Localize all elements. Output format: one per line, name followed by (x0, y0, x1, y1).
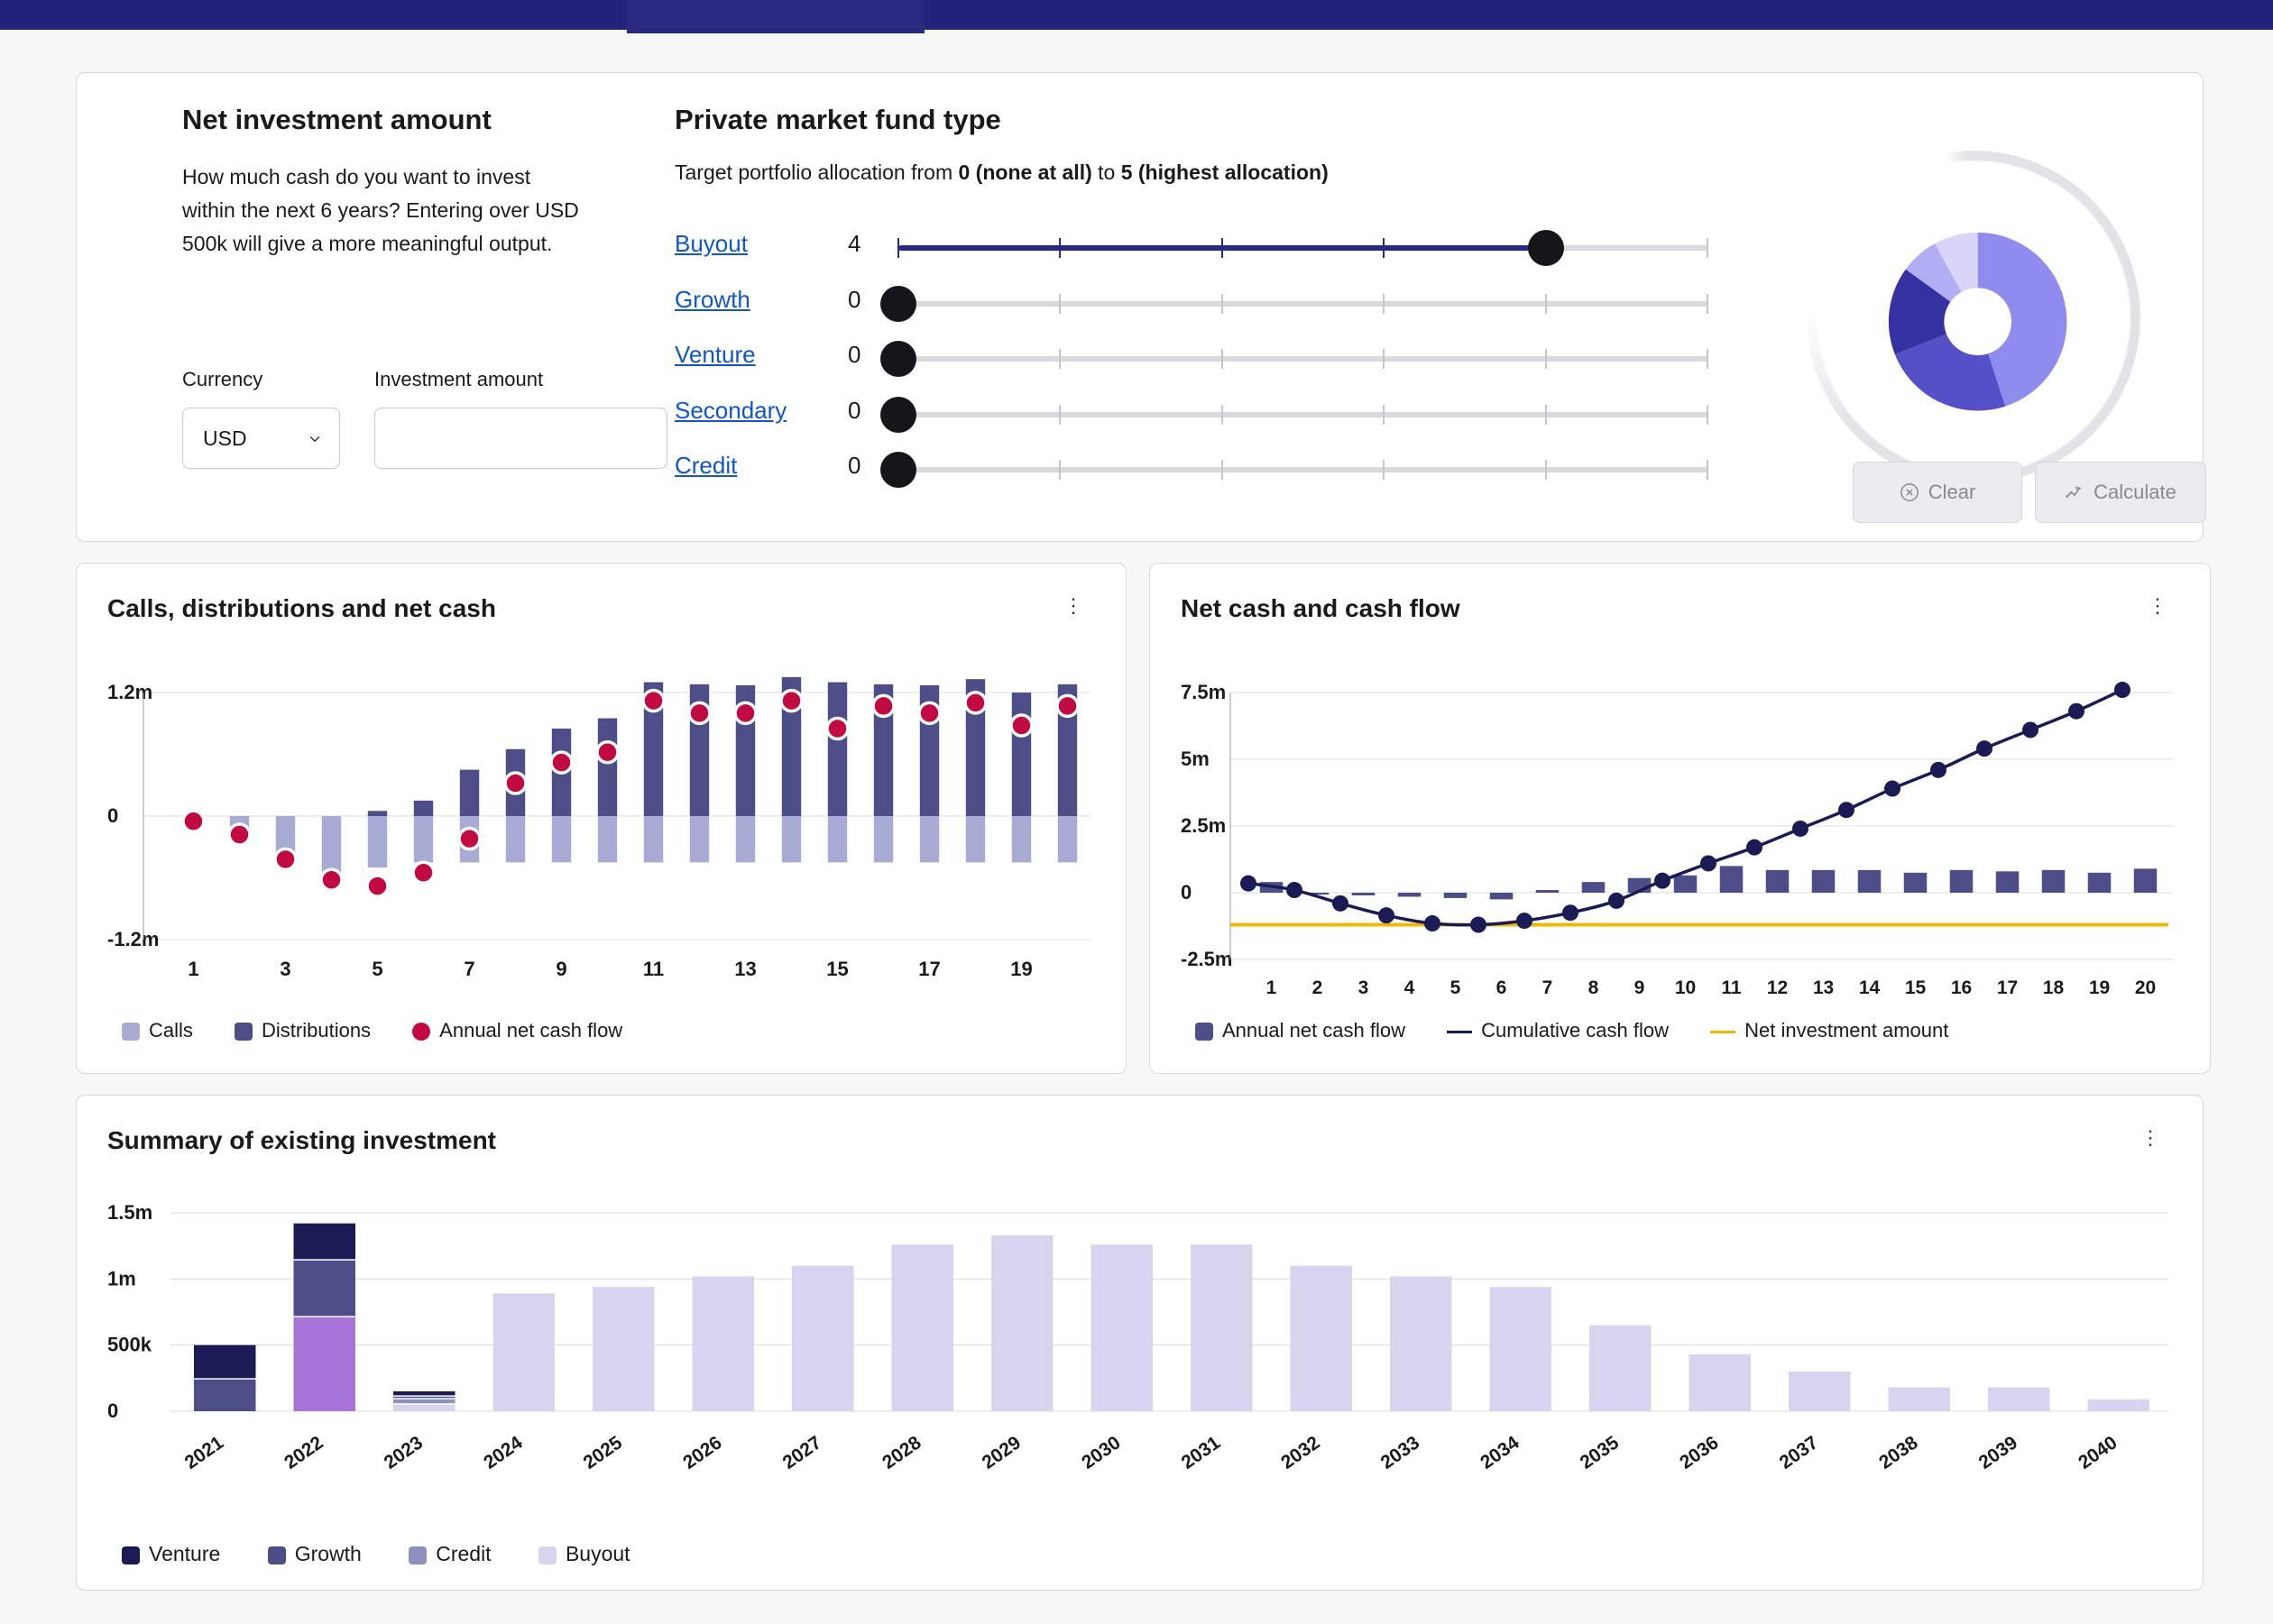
svg-text:2039: 2039 (1975, 1432, 2021, 1473)
svg-text:500k: 500k (107, 1334, 152, 1356)
svg-text:17: 17 (918, 958, 940, 980)
svg-text:20: 20 (2135, 977, 2156, 998)
svg-text:9: 9 (556, 958, 566, 980)
svg-text:16: 16 (1951, 977, 1972, 998)
svg-text:10: 10 (1675, 977, 1696, 998)
svg-text:1: 1 (1266, 977, 1277, 998)
svg-text:11: 11 (643, 958, 664, 980)
svg-text:5: 5 (1450, 977, 1461, 998)
svg-text:6: 6 (1496, 977, 1507, 998)
svg-text:2037: 2037 (1776, 1432, 1822, 1473)
svg-text:3: 3 (280, 958, 290, 980)
svg-text:15: 15 (826, 958, 848, 980)
svg-text:7: 7 (464, 958, 474, 980)
svg-text:1.2m: 1.2m (107, 681, 152, 703)
svg-text:14: 14 (1859, 977, 1881, 998)
svg-text:2027: 2027 (779, 1432, 825, 1473)
svg-text:7.5m: 7.5m (1181, 681, 1226, 703)
svg-text:0: 0 (1181, 881, 1192, 904)
svg-text:1: 1 (188, 958, 198, 980)
svg-text:13: 13 (734, 958, 756, 980)
svg-text:12: 12 (1767, 977, 1788, 998)
svg-text:2024: 2024 (480, 1432, 527, 1473)
svg-text:8: 8 (1588, 977, 1599, 998)
svg-text:2030: 2030 (1078, 1432, 1124, 1473)
svg-text:2038: 2038 (1875, 1432, 1922, 1473)
svg-text:2.5m: 2.5m (1181, 814, 1226, 837)
svg-text:18: 18 (2043, 977, 2065, 998)
svg-text:17: 17 (1997, 977, 2018, 998)
svg-text:3: 3 (1358, 977, 1369, 998)
svg-text:9: 9 (1634, 977, 1645, 998)
svg-text:4: 4 (1404, 977, 1415, 998)
svg-text:13: 13 (1813, 977, 1834, 998)
svg-text:2029: 2029 (979, 1432, 1025, 1473)
svg-text:2022: 2022 (281, 1432, 327, 1473)
svg-text:0: 0 (107, 1399, 118, 1422)
svg-text:11: 11 (1721, 977, 1742, 998)
svg-text:1.5m: 1.5m (107, 1201, 152, 1224)
svg-text:5: 5 (372, 958, 382, 980)
svg-text:2034: 2034 (1477, 1432, 1523, 1473)
svg-text:2035: 2035 (1577, 1432, 1624, 1473)
svg-text:2023: 2023 (381, 1432, 427, 1473)
svg-text:2033: 2033 (1377, 1432, 1423, 1473)
svg-text:0: 0 (107, 804, 118, 827)
svg-text:2025: 2025 (580, 1432, 627, 1473)
svg-text:2026: 2026 (679, 1432, 725, 1473)
svg-text:15: 15 (1905, 977, 1927, 998)
svg-text:19: 19 (1010, 958, 1032, 980)
svg-text:7: 7 (1542, 977, 1553, 998)
svg-text:2040: 2040 (2075, 1432, 2121, 1473)
svg-text:1m: 1m (107, 1267, 136, 1289)
svg-text:2028: 2028 (879, 1432, 925, 1473)
svg-text:2: 2 (1312, 977, 1323, 998)
svg-text:2031: 2031 (1178, 1432, 1225, 1473)
svg-text:-2.5m: -2.5m (1181, 948, 1232, 970)
svg-text:2021: 2021 (181, 1432, 228, 1473)
svg-text:5m: 5m (1181, 748, 1210, 770)
svg-text:2032: 2032 (1277, 1432, 1323, 1473)
svg-text:2036: 2036 (1676, 1432, 1722, 1473)
svg-text:-1.2m: -1.2m (107, 928, 159, 950)
svg-text:19: 19 (2089, 977, 2110, 998)
